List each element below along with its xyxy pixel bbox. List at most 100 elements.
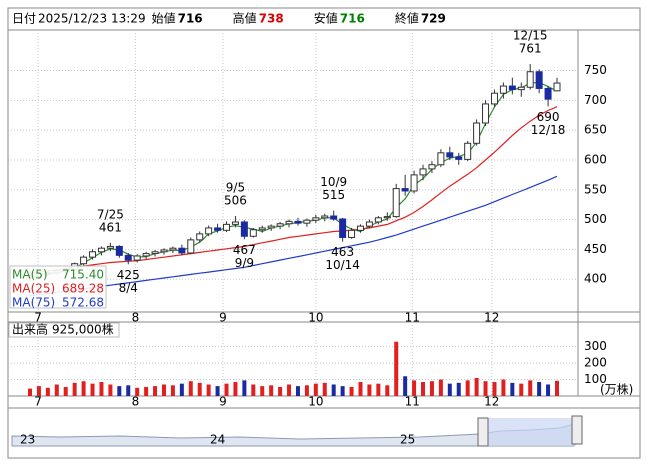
header-value: 729 <box>421 12 446 26</box>
candle-body <box>330 215 338 220</box>
candle-body <box>490 92 498 105</box>
volume-bar <box>269 385 274 396</box>
annotation-value: 461 <box>99 220 122 234</box>
navigator-handle[interactable] <box>477 417 489 447</box>
candle-body <box>151 251 159 255</box>
volume-bar <box>144 386 149 396</box>
annotation-date: 10/14 <box>325 258 360 272</box>
candle-body <box>294 220 302 224</box>
volume-bar <box>456 382 461 396</box>
candle-body <box>553 82 561 92</box>
volume-bar <box>215 386 220 396</box>
candle-body <box>249 229 257 237</box>
volume-bar <box>161 384 166 396</box>
navigator[interactable]: 23 24 25 <box>11 415 583 447</box>
legend-value: 572.68 <box>62 296 104 310</box>
x-tick-label: 11 <box>405 311 420 325</box>
x-tick-label: 9 <box>219 311 227 325</box>
annotation-value: 690 <box>537 110 560 124</box>
volume-bar <box>555 380 559 396</box>
header-label: 安値 <box>314 11 338 26</box>
x-tick-label: 10 <box>308 311 323 325</box>
x-tick-label: 12 <box>484 395 499 409</box>
volume-bar <box>349 386 354 396</box>
header-label: 始値 <box>152 11 176 26</box>
annotation-date: 12/18 <box>531 123 566 137</box>
volume-bar <box>28 388 32 396</box>
volume-bar <box>313 383 318 396</box>
y-tick-label: 700 <box>584 93 607 107</box>
candle-body <box>169 247 177 251</box>
candle-body <box>374 217 382 223</box>
ma-line <box>29 106 558 274</box>
volume-bar <box>403 376 408 396</box>
volume-bar <box>251 384 256 396</box>
candle-body <box>446 152 454 158</box>
volume-bar <box>233 382 238 396</box>
annotation-value: 506 <box>224 194 247 208</box>
y-tick-label: 450 <box>584 242 607 256</box>
candle-body <box>258 227 266 231</box>
volume-bar <box>295 386 300 396</box>
header-value: 716 <box>340 12 365 26</box>
header-value: 738 <box>259 12 284 26</box>
candle-body <box>303 219 311 224</box>
volume-bar <box>179 383 184 396</box>
header-label: 高値 <box>233 11 257 26</box>
legend-value: 715.40 <box>62 268 104 282</box>
volume-bar <box>528 380 533 396</box>
candle-body <box>187 239 195 254</box>
volume-bar <box>278 386 283 396</box>
volume-bar <box>429 381 434 396</box>
y-tick-label: 300 <box>584 339 607 353</box>
candle-body <box>464 142 472 160</box>
x-tick-label: 12 <box>484 311 499 325</box>
candle-body <box>160 249 168 253</box>
volume-bar <box>492 382 497 396</box>
navigator-window[interactable] <box>483 418 576 446</box>
candle-body <box>178 247 186 254</box>
volume-bar <box>519 383 524 396</box>
candle-body <box>267 225 275 229</box>
candle-body <box>383 216 391 219</box>
legend-name: MA(75) <box>12 296 55 310</box>
y-tick-label: 650 <box>584 123 607 137</box>
candle-body <box>419 168 427 176</box>
volume-title: 出来高 <box>12 322 48 337</box>
navigator-handle[interactable] <box>571 415 583 445</box>
volume-bar <box>135 387 140 396</box>
volume-bar <box>99 382 104 396</box>
volume-bar <box>54 384 59 396</box>
volume-bar <box>483 381 488 396</box>
candle-body <box>106 245 114 249</box>
candle-body <box>517 86 525 91</box>
candle-body <box>473 122 481 144</box>
candle-body <box>365 221 373 227</box>
x-tick-label: 8 <box>132 395 140 409</box>
x-tick-label: 11 <box>405 395 420 409</box>
volume-bar <box>537 382 542 396</box>
candle-body <box>142 253 150 257</box>
volume-bar <box>438 379 443 396</box>
volume-bar <box>367 384 372 396</box>
volume-bar <box>546 384 551 396</box>
candle-body <box>437 152 445 166</box>
x-tick-label: 8 <box>132 311 140 325</box>
y-tick-label: 600 <box>584 152 607 166</box>
annotation-value: 467 <box>233 243 256 257</box>
volume-bar <box>501 379 506 396</box>
volume-bar <box>90 383 95 396</box>
candle-body <box>535 71 543 89</box>
candle-body <box>428 164 436 170</box>
legend-name: MA(5) <box>12 268 48 282</box>
volume-bar <box>72 382 77 396</box>
candle-body <box>80 256 88 265</box>
ma-line <box>29 175 558 297</box>
y-tick-label: 550 <box>584 182 607 196</box>
navigator-label: 25 <box>400 433 415 447</box>
candle-body <box>240 221 248 237</box>
header-label: 終値 <box>395 11 419 26</box>
volume-bar <box>322 382 327 396</box>
annotation-value: 463 <box>331 245 354 259</box>
